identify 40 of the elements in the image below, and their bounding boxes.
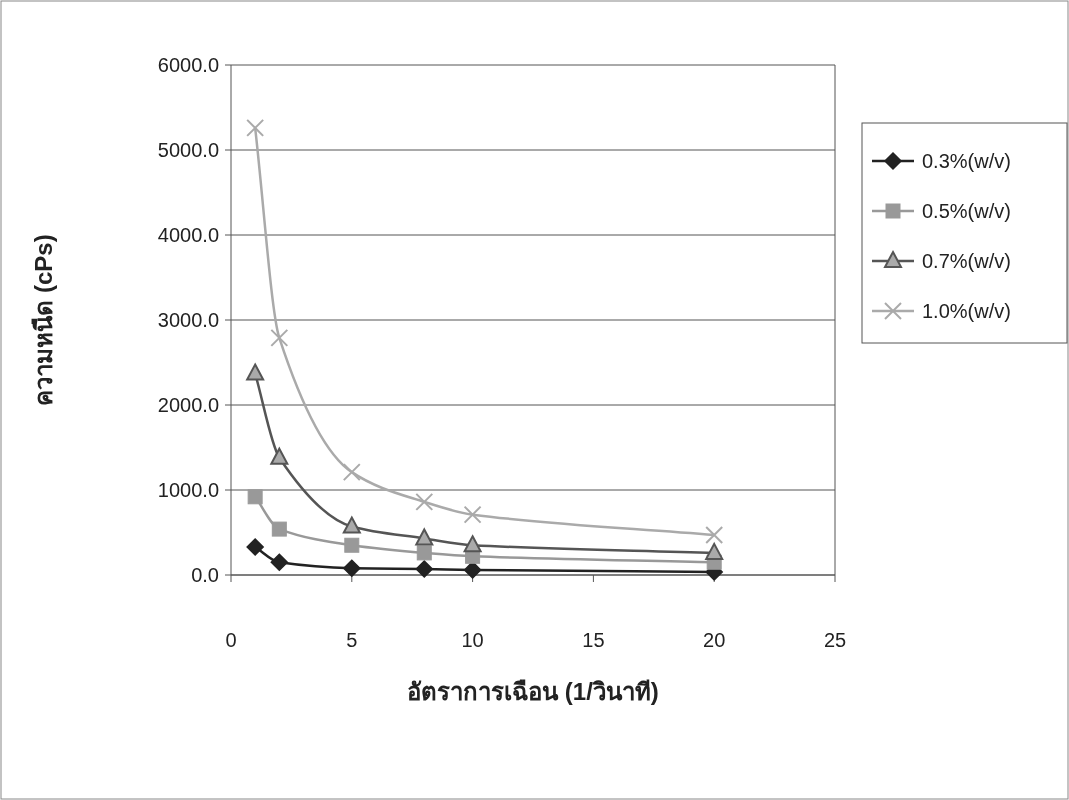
x-tick-label: 0	[225, 629, 237, 651]
legend-label: 0.5%(w/v)	[922, 200, 1011, 222]
y-tick-label: 3000.0	[157, 309, 219, 331]
point	[246, 538, 264, 556]
point	[705, 542, 724, 560]
point	[270, 328, 289, 347]
point	[463, 505, 482, 524]
x-tick-label: 20	[703, 629, 726, 651]
y-tick-label: 4000.0	[157, 224, 219, 246]
point	[463, 561, 482, 579]
point	[247, 489, 263, 505]
point	[415, 492, 434, 511]
legend-label: 0.7%(w/v)	[922, 250, 1011, 272]
y-tick-label: 5000.0	[157, 139, 219, 161]
point	[246, 363, 265, 381]
y-tick-label: 1000.0	[157, 479, 219, 501]
point	[270, 553, 289, 571]
y-axis-title: ความหนืด (cPs)	[30, 234, 57, 406]
x-tick-label: 5	[346, 629, 358, 651]
y-tick-label: 0.0	[191, 564, 219, 586]
point	[342, 463, 361, 482]
x-tick-label: 10	[461, 629, 484, 651]
legend-label: 1.0%(w/v)	[922, 300, 1011, 322]
point	[270, 447, 289, 465]
point	[415, 528, 434, 546]
x-tick-label: 25	[823, 629, 847, 651]
point	[463, 535, 482, 553]
point	[416, 545, 432, 561]
point	[705, 526, 724, 545]
point	[415, 560, 434, 578]
point	[271, 521, 287, 537]
point	[343, 559, 361, 577]
legend-label: 0.3%(w/v)	[922, 150, 1011, 172]
point	[344, 537, 360, 553]
point	[246, 118, 265, 137]
x-axis-title: อัตราการเฉือน (1/วินาที)	[407, 678, 659, 705]
x-tick-label: 15	[582, 629, 605, 651]
point	[342, 516, 361, 534]
y-tick-label: 2000.0	[157, 394, 219, 416]
y-tick-label: 6000.0	[157, 54, 219, 76]
